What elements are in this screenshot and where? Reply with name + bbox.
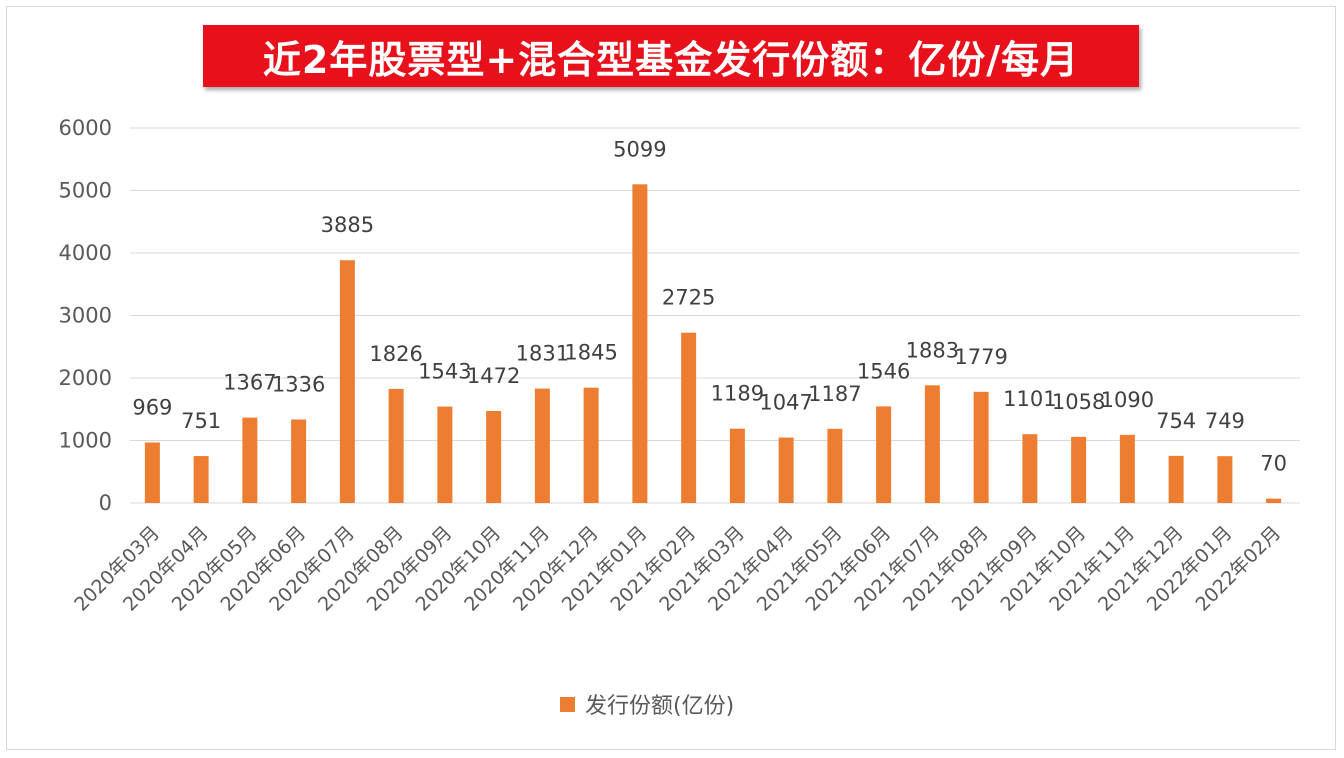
bar bbox=[486, 411, 502, 503]
data-label: 1543 bbox=[418, 360, 471, 384]
data-label: 5099 bbox=[613, 137, 666, 161]
legend-label: 发行份额(亿份) bbox=[585, 694, 735, 719]
bar bbox=[1168, 455, 1184, 503]
y-tick-label: 2000 bbox=[59, 366, 112, 390]
data-label: 1826 bbox=[369, 342, 422, 366]
bar bbox=[827, 428, 843, 503]
bar bbox=[1266, 498, 1282, 503]
bar bbox=[681, 332, 697, 503]
data-label: 1883 bbox=[906, 338, 959, 362]
y-tick-label: 3000 bbox=[59, 304, 112, 328]
data-label: 70 bbox=[1260, 452, 1287, 476]
bar bbox=[876, 406, 892, 503]
bar bbox=[632, 184, 648, 503]
data-label: 1336 bbox=[272, 373, 325, 397]
data-label: 1101 bbox=[1003, 387, 1056, 411]
bar bbox=[242, 417, 258, 503]
bar bbox=[291, 419, 307, 503]
bar bbox=[778, 437, 794, 503]
legend-swatch bbox=[560, 696, 575, 712]
bar bbox=[534, 388, 550, 503]
data-label: 1779 bbox=[954, 345, 1007, 369]
data-label: 969 bbox=[132, 395, 172, 419]
y-tick-label: 4000 bbox=[59, 241, 112, 265]
data-label: 2725 bbox=[662, 286, 715, 310]
bar bbox=[1022, 434, 1038, 503]
data-label: 3885 bbox=[321, 213, 374, 237]
y-tick-label: 0 bbox=[99, 491, 112, 515]
bar bbox=[973, 391, 989, 503]
data-label: 1845 bbox=[564, 341, 617, 365]
bar bbox=[437, 406, 453, 503]
data-label: 1472 bbox=[467, 364, 520, 388]
data-label: 751 bbox=[181, 409, 221, 433]
bar bbox=[144, 442, 160, 503]
data-label: 1058 bbox=[1052, 390, 1105, 414]
data-label: 1187 bbox=[808, 382, 861, 406]
legend: 发行份额(亿份) bbox=[560, 688, 734, 720]
data-label: 1546 bbox=[857, 359, 910, 383]
bar bbox=[1119, 434, 1135, 503]
data-label: 1831 bbox=[516, 342, 569, 366]
data-label: 754 bbox=[1156, 409, 1196, 433]
data-label: 749 bbox=[1205, 409, 1245, 433]
data-label: 1189 bbox=[711, 382, 764, 406]
bar bbox=[388, 388, 404, 503]
y-tick-label: 6000 bbox=[59, 116, 112, 140]
data-label: 1047 bbox=[759, 391, 812, 415]
bar bbox=[1217, 456, 1233, 503]
bar bbox=[729, 428, 745, 503]
y-tick-label: 5000 bbox=[59, 179, 112, 203]
chart-title: 近2年股票型+混合型基金发行份额：亿份/每月 bbox=[262, 37, 1080, 82]
title-banner: 近2年股票型+混合型基金发行份额：亿份/每月 bbox=[203, 25, 1139, 87]
data-label: 1090 bbox=[1101, 388, 1154, 412]
bar bbox=[1071, 436, 1087, 503]
data-label: 1367 bbox=[223, 371, 276, 395]
bar bbox=[583, 387, 599, 503]
bar bbox=[924, 385, 940, 503]
bar bbox=[339, 260, 355, 503]
bar bbox=[193, 456, 209, 503]
y-tick-label: 1000 bbox=[59, 429, 112, 453]
